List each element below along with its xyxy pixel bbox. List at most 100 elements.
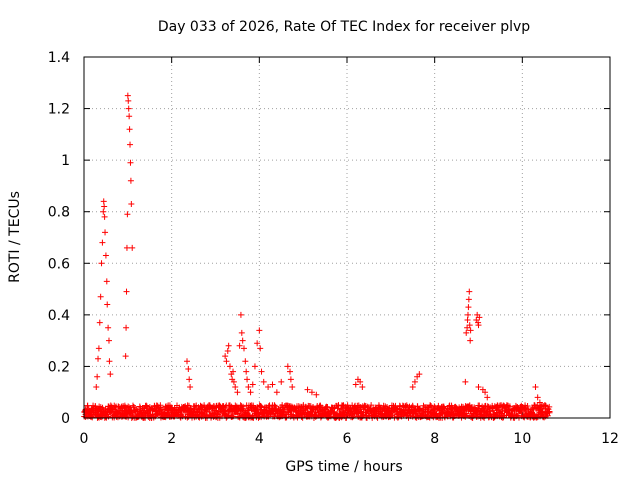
data-point: [249, 381, 256, 388]
data-point-baseline: [283, 414, 290, 421]
data-point-baseline: [258, 403, 265, 410]
data-point: [463, 329, 470, 336]
data-point: [464, 317, 471, 324]
data-point-baseline: [476, 402, 483, 409]
data-point: [93, 384, 100, 391]
data-point: [238, 329, 245, 336]
data-point: [539, 402, 546, 409]
data-point: [239, 337, 246, 344]
plot-frame: [83, 56, 611, 419]
data-point: [226, 363, 233, 370]
data-point-baseline: [257, 402, 264, 409]
data-point-baseline: [517, 408, 524, 415]
points-layer: [81, 92, 553, 421]
data-point-baseline: [524, 403, 531, 409]
data-point: [476, 314, 483, 321]
data-point: [532, 384, 539, 391]
data-point: [100, 208, 107, 215]
data-point: [466, 322, 473, 329]
data-point: [106, 358, 113, 365]
x-tick-label: 12: [601, 431, 619, 447]
data-point: [251, 363, 258, 370]
data-point-baseline: [191, 403, 198, 410]
data-point-baseline: [84, 402, 91, 409]
data-point: [240, 345, 247, 352]
grid-layer: [84, 57, 610, 418]
data-point: [484, 394, 491, 401]
y-tick-label: 0.8: [48, 205, 70, 221]
data-point: [184, 358, 191, 365]
x-axis-label: GPS time / hours: [285, 459, 402, 475]
data-point: [313, 391, 320, 398]
data-point: [269, 381, 276, 388]
data-point: [123, 324, 130, 331]
data-point: [127, 141, 134, 148]
data-point: [236, 342, 243, 349]
data-point: [411, 378, 418, 385]
data-point-baseline: [503, 402, 510, 409]
data-point: [104, 301, 111, 308]
data-point: [243, 368, 250, 375]
data-point-baseline: [349, 414, 356, 421]
data-point: [265, 384, 272, 391]
data-point: [129, 244, 136, 251]
data-point: [273, 389, 280, 396]
data-point: [464, 311, 471, 318]
data-point: [482, 389, 489, 396]
y-tick-label: 0.2: [48, 359, 70, 375]
data-point: [465, 304, 472, 311]
data-point: [185, 366, 192, 373]
data-point: [244, 376, 251, 383]
data-point: [467, 327, 474, 334]
data-point-baseline: [498, 410, 505, 417]
data-point: [466, 288, 473, 295]
data-point: [127, 159, 134, 166]
y-tick-label: 1.2: [48, 102, 70, 118]
data-point: [187, 384, 194, 391]
data-point: [125, 97, 132, 104]
data-point: [308, 389, 315, 396]
data-point: [223, 358, 230, 365]
y-tick-label: 0: [61, 411, 70, 427]
data-point: [107, 371, 114, 378]
data-point: [467, 337, 474, 344]
data-point: [124, 92, 131, 99]
data-point: [128, 200, 135, 207]
data-point: [230, 368, 237, 375]
data-point-baseline: [506, 403, 513, 410]
data-point: [284, 363, 291, 370]
x-tick-label: 6: [343, 431, 352, 447]
data-point: [102, 252, 109, 259]
chart-title: Day 033 of 2026, Rate Of TEC Index for r…: [158, 19, 530, 35]
data-point: [101, 213, 108, 220]
data-point-baseline: [420, 402, 427, 409]
data-point: [357, 378, 364, 385]
data-point: [122, 353, 129, 360]
data-point: [256, 327, 263, 334]
data-point: [95, 355, 102, 362]
data-point: [186, 376, 193, 383]
data-point: [105, 324, 112, 331]
data-point: [105, 337, 112, 344]
data-point: [99, 239, 106, 246]
data-point: [234, 389, 241, 396]
y-tick-label: 1.4: [48, 50, 70, 66]
data-point: [101, 203, 108, 210]
x-tick-label: 0: [80, 431, 89, 447]
data-point-baseline: [272, 403, 279, 410]
data-point: [103, 278, 110, 285]
data-point: [257, 345, 264, 352]
data-point: [464, 324, 471, 331]
y-axis-label: ROTI / TECUs: [7, 191, 23, 283]
data-point-baseline: [368, 402, 375, 409]
data-point: [287, 368, 294, 375]
data-point: [237, 311, 244, 318]
data-point: [352, 381, 359, 388]
data-point: [242, 358, 249, 365]
y-tick-label: 0.4: [48, 308, 70, 324]
data-point: [462, 378, 469, 385]
data-point: [289, 384, 296, 391]
data-point: [123, 244, 130, 251]
data-point: [534, 394, 541, 401]
